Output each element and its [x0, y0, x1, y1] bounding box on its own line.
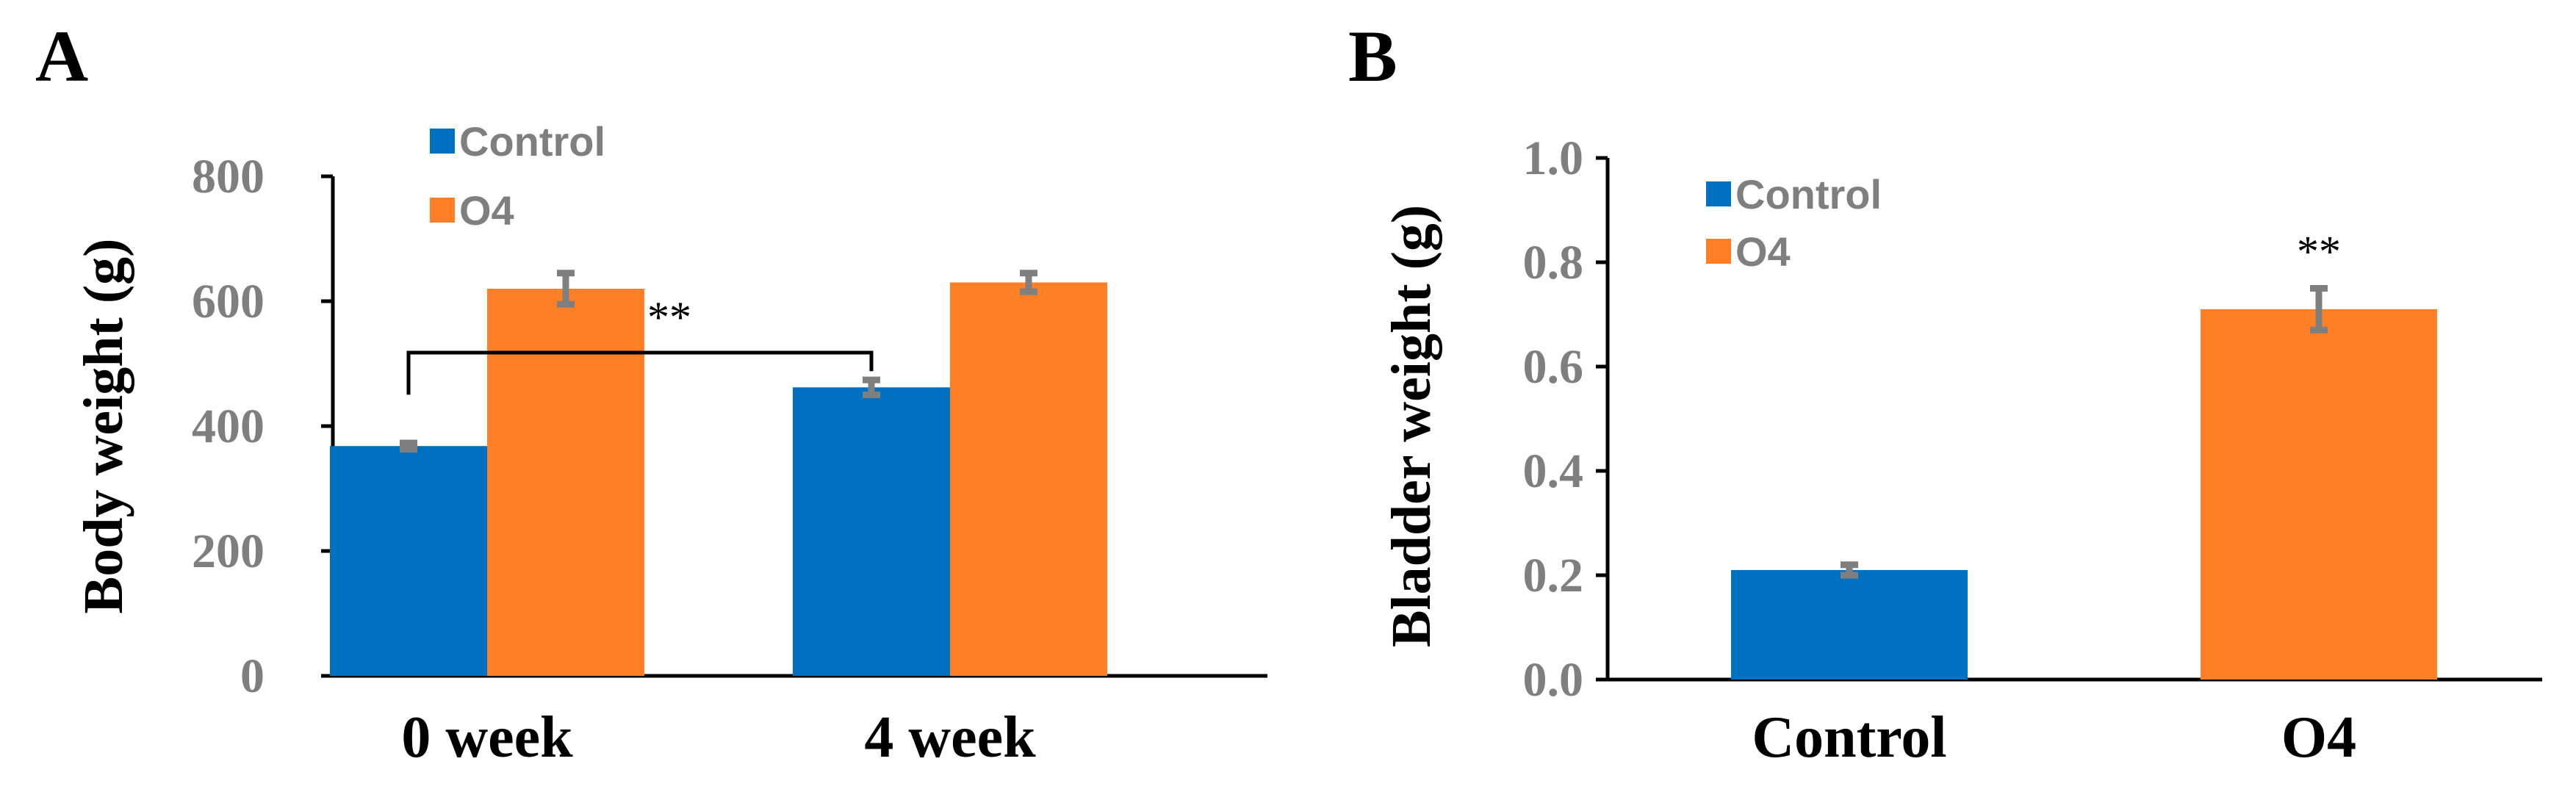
y-tick-label: 0.6	[1523, 340, 1584, 394]
legend-swatch-control	[430, 129, 455, 154]
y-tick-label: 600	[192, 275, 265, 328]
legend-label-control: Control	[1735, 171, 1882, 217]
bar-control-0-week	[330, 446, 487, 676]
legend-label-o4: O4	[1735, 228, 1791, 275]
panel-label: B	[1348, 15, 1397, 97]
y-tick-label: 200	[192, 525, 265, 578]
significance-label: **	[647, 293, 691, 342]
y-tick-label: 0.8	[1523, 236, 1584, 289]
y-tick-label: 0.2	[1523, 549, 1584, 602]
legend-label-control: Control	[459, 118, 605, 165]
panel-b: B 0.0 0.2 0.4 0.6 0.8 1.0 Bladder weight (g) Con…	[1348, 15, 2542, 770]
bar-control-4-week	[793, 387, 950, 676]
x-tick-label: 4 week	[864, 705, 1036, 770]
y-tick-label: 0.4	[1523, 444, 1584, 498]
legend-swatch-control	[1706, 181, 1731, 206]
y-tick-label: 0.0	[1523, 653, 1584, 707]
x-tick-label: 0 week	[401, 705, 573, 770]
y-tick-label: 400	[192, 400, 265, 453]
legend-label-o4: O4	[459, 187, 514, 234]
panel-label: A	[35, 15, 88, 97]
y-tick-label: 800	[192, 150, 265, 203]
y-tick-label: 0	[240, 649, 265, 703]
bar-control-control	[1731, 569, 1968, 680]
significance-label: **	[2297, 228, 2341, 276]
bar-o4-4-week	[950, 282, 1107, 676]
x-tick-label: Control	[1752, 705, 1946, 770]
bar-o4-o4	[2201, 309, 2437, 680]
y-axis-title: Body weight (g)	[73, 239, 134, 614]
y-axis-title: Bladder weight (g)	[1381, 205, 1442, 647]
legend-swatch-o4	[1706, 239, 1731, 264]
bar-o4-0-week	[487, 289, 644, 676]
panel-a: A 0 200 400 600 800 Body weight (g) 0 week 4 wee…	[35, 15, 1267, 770]
significance-bracket	[406, 350, 874, 395]
y-tick-label: 1.0	[1523, 132, 1584, 185]
x-tick-label: O4	[2281, 705, 2356, 770]
legend-swatch-o4	[430, 198, 455, 223]
